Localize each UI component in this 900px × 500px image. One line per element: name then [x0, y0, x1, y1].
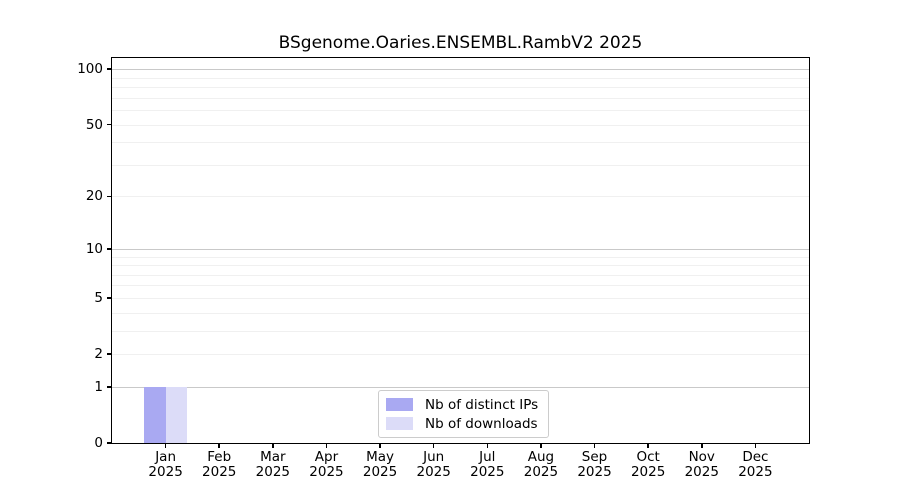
y-gridline-minor [112, 124, 809, 126]
y-tick-label: 20 [85, 188, 103, 205]
y-gridline-minor [112, 110, 809, 112]
x-tick [540, 443, 542, 448]
x-tick-year: 2025 [523, 464, 559, 480]
chart-title: BSgenome.Oaries.ENSEMBL.RambV2 2025 [278, 33, 643, 53]
legend-item-downloads: Nb of downloads [386, 415, 538, 432]
x-tick-month: Feb [207, 449, 232, 465]
x-tick-label: Aug 2025 [509, 450, 573, 480]
x-tick-month: Jan [155, 449, 177, 465]
x-tick-label: May 2025 [348, 450, 412, 480]
x-tick-month: Dec [742, 449, 769, 465]
x-tick-month: Nov [688, 449, 715, 465]
x-tick-year: 2025 [202, 464, 237, 480]
y-tick [107, 297, 112, 299]
x-tick [432, 443, 435, 448]
x-tick-label: Jun 2025 [402, 450, 466, 480]
x-tick [325, 443, 328, 448]
y-gridline-minor [112, 354, 809, 356]
x-tick [379, 443, 381, 448]
y-gridline-minor [112, 274, 809, 276]
legend-swatch-distinct-ips [386, 398, 413, 411]
y-tick-label: 1 [94, 378, 103, 395]
x-tick [647, 443, 649, 448]
x-tick-month: Mar [260, 449, 286, 465]
x-tick-year: 2025 [738, 464, 773, 480]
x-tick [593, 443, 596, 448]
x-tick-month: Oct [636, 449, 660, 465]
x-tick [754, 443, 757, 448]
y-tick [107, 195, 112, 198]
y-gridline-major [112, 386, 809, 388]
y-tick-label: 5 [94, 289, 103, 306]
y-tick-label: 10 [85, 240, 103, 257]
x-tick-year: 2025 [309, 464, 344, 480]
x-tick-year: 2025 [416, 464, 451, 480]
x-tick-year: 2025 [148, 464, 183, 480]
x-tick-label: Jul 2025 [455, 450, 519, 480]
y-gridline-minor [112, 297, 809, 299]
legend: Nb of distinct IPs Nb of downloads [378, 390, 550, 438]
x-tick-label: Sep 2025 [563, 450, 627, 480]
y-gridline-minor [112, 330, 809, 332]
x-tick [272, 443, 274, 448]
legend-swatch-downloads [386, 417, 413, 430]
x-tick-label: Apr 2025 [294, 450, 358, 480]
x-tick-year: 2025 [630, 464, 666, 480]
x-tick-month: Jun [423, 449, 445, 465]
y-gridline-minor [112, 285, 809, 287]
x-tick-year: 2025 [470, 464, 505, 480]
x-tick-label: Mar 2025 [241, 450, 305, 480]
y-tick [107, 386, 112, 388]
y-tick [107, 123, 112, 126]
y-tick-label: 0 [94, 435, 103, 451]
bar-distinct-ips-jan [144, 386, 166, 443]
y-gridline-minor [112, 265, 809, 267]
x-tick-year: 2025 [577, 464, 612, 480]
x-tick-month: Sep [581, 449, 608, 465]
legend-label-downloads: Nb of downloads [425, 415, 538, 432]
x-tick-label: Feb 2025 [187, 450, 251, 480]
x-tick-month: May [366, 449, 395, 465]
x-tick-year: 2025 [255, 464, 291, 480]
x-tick-label: Jan 2025 [134, 450, 198, 480]
y-gridline-major [112, 248, 809, 250]
x-tick-month: Apr [314, 449, 339, 465]
y-tick-label: 50 [85, 116, 103, 133]
x-tick-month: Jul [479, 449, 496, 465]
legend-label-distinct-ips: Nb of distinct IPs [425, 396, 539, 413]
y-gridline-minor [112, 164, 809, 166]
plot-area [112, 58, 809, 443]
x-tick [164, 443, 167, 448]
y-gridline-minor [112, 87, 809, 89]
legend-item-distinct-ips: Nb of distinct IPs [386, 396, 538, 413]
x-tick [486, 443, 489, 448]
y-gridline-minor [112, 196, 809, 198]
x-tick-year: 2025 [684, 464, 719, 480]
x-tick-label: Nov 2025 [670, 450, 734, 480]
y-gridline-minor [112, 142, 809, 144]
x-tick [218, 443, 220, 448]
y-tick [107, 353, 112, 355]
x-tick [701, 443, 703, 448]
y-gridline-minor [112, 312, 809, 314]
y-gridline-minor [112, 256, 809, 258]
y-tick [107, 68, 112, 70]
y-gridline-minor [112, 97, 809, 99]
y-tick-label: 100 [77, 61, 103, 78]
x-tick-year: 2025 [362, 464, 398, 480]
y-tick-label: 2 [94, 346, 103, 363]
y-tick [107, 248, 112, 250]
x-tick-label: Dec 2025 [723, 450, 787, 480]
x-tick-label: Oct 2025 [616, 450, 680, 480]
y-gridline-major [112, 69, 809, 71]
x-tick-month: Aug [527, 449, 555, 465]
y-gridline-minor [112, 77, 809, 79]
bar-downloads-jan [165, 386, 188, 443]
y-tick [107, 442, 112, 444]
